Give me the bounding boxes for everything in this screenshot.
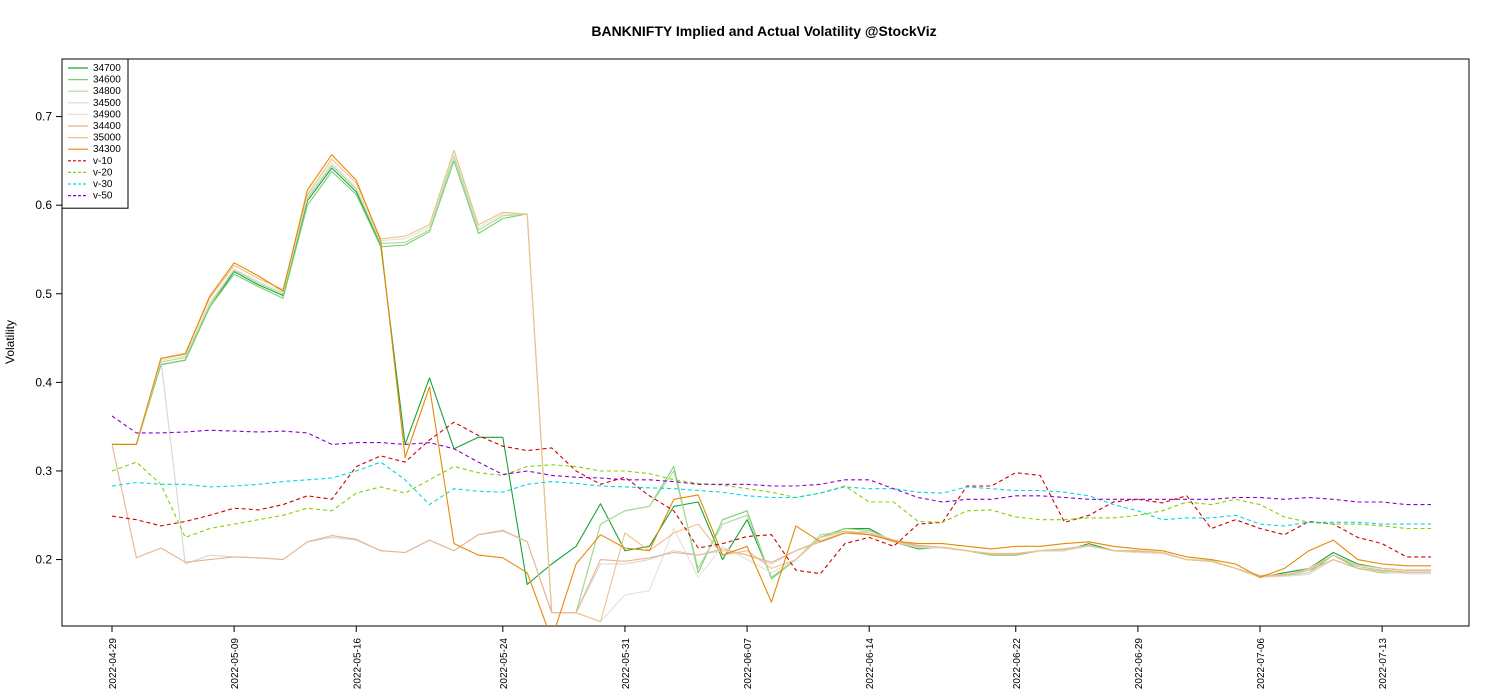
x-tick-label: 2022-05-16 bbox=[352, 638, 363, 690]
x-tick-label: 2022-06-07 bbox=[743, 638, 754, 690]
x-axis: 2022-04-29 2022-05-09 2022-05-16 2022-05-24… bbox=[108, 626, 1389, 689]
series-line-v-10 bbox=[111, 421, 1431, 575]
series-line-34600 bbox=[112, 160, 1431, 614]
legend: 3470034600348003450034900344003500034300… bbox=[61, 58, 129, 209]
x-tick-label: 2022-04-29 bbox=[108, 638, 119, 690]
y-axis: 0.2 0.3 0.4 0.5 0.6 0.7 bbox=[35, 110, 62, 567]
series-line-34800 bbox=[112, 155, 1431, 614]
series-line-34700 bbox=[112, 167, 1431, 585]
legend-label: 34800 bbox=[93, 86, 121, 97]
legend-label: 34700 bbox=[93, 63, 121, 74]
y-tick-label: 0.5 bbox=[35, 287, 52, 301]
series-layer bbox=[111, 149, 1431, 626]
x-tick-label: 2022-06-29 bbox=[1134, 638, 1145, 690]
x-tick-label: 2022-07-13 bbox=[1378, 638, 1389, 690]
series-line-v-30 bbox=[111, 461, 1431, 527]
legend-label: v-30 bbox=[93, 179, 113, 190]
series-line-v-50 bbox=[111, 415, 1431, 506]
y-axis-label: Volatility bbox=[3, 320, 17, 364]
x-tick-label: 2022-06-22 bbox=[1012, 638, 1023, 690]
plot-frame bbox=[61, 58, 1470, 627]
y-tick-label: 0.4 bbox=[35, 375, 52, 389]
x-tick-label: 2022-06-14 bbox=[865, 638, 876, 690]
legend-label: v-50 bbox=[93, 191, 113, 202]
legend-label: 34600 bbox=[93, 75, 121, 86]
series-line-35000 bbox=[112, 149, 1431, 623]
legend-label: 34300 bbox=[93, 144, 121, 155]
legend-label: 34900 bbox=[93, 109, 121, 120]
legend-label: v-20 bbox=[93, 167, 113, 178]
y-tick-label: 0.3 bbox=[35, 464, 52, 478]
legend-label: 35000 bbox=[93, 133, 121, 144]
x-tick-label: 2022-07-06 bbox=[1256, 638, 1267, 690]
chart-title: BANKNIFTY Implied and Actual Volatility … bbox=[591, 23, 936, 39]
y-tick-label: 0.6 bbox=[35, 198, 52, 212]
legend-label: 34400 bbox=[93, 121, 121, 132]
series-line-34400 bbox=[111, 444, 1431, 614]
legend-box bbox=[61, 58, 129, 209]
legend-label: 34500 bbox=[93, 98, 121, 109]
series-line-34300 bbox=[112, 154, 1431, 626]
y-tick-label: 0.7 bbox=[35, 110, 52, 124]
x-tick-label: 2022-05-09 bbox=[230, 638, 241, 690]
series-line-v-20 bbox=[111, 461, 1431, 538]
legend-label: v-10 bbox=[93, 156, 113, 167]
x-tick-label: 2022-05-31 bbox=[621, 638, 632, 690]
x-tick-label: 2022-05-24 bbox=[499, 638, 510, 690]
y-tick-label: 0.2 bbox=[35, 553, 52, 567]
series-line-34900 bbox=[112, 151, 1431, 623]
